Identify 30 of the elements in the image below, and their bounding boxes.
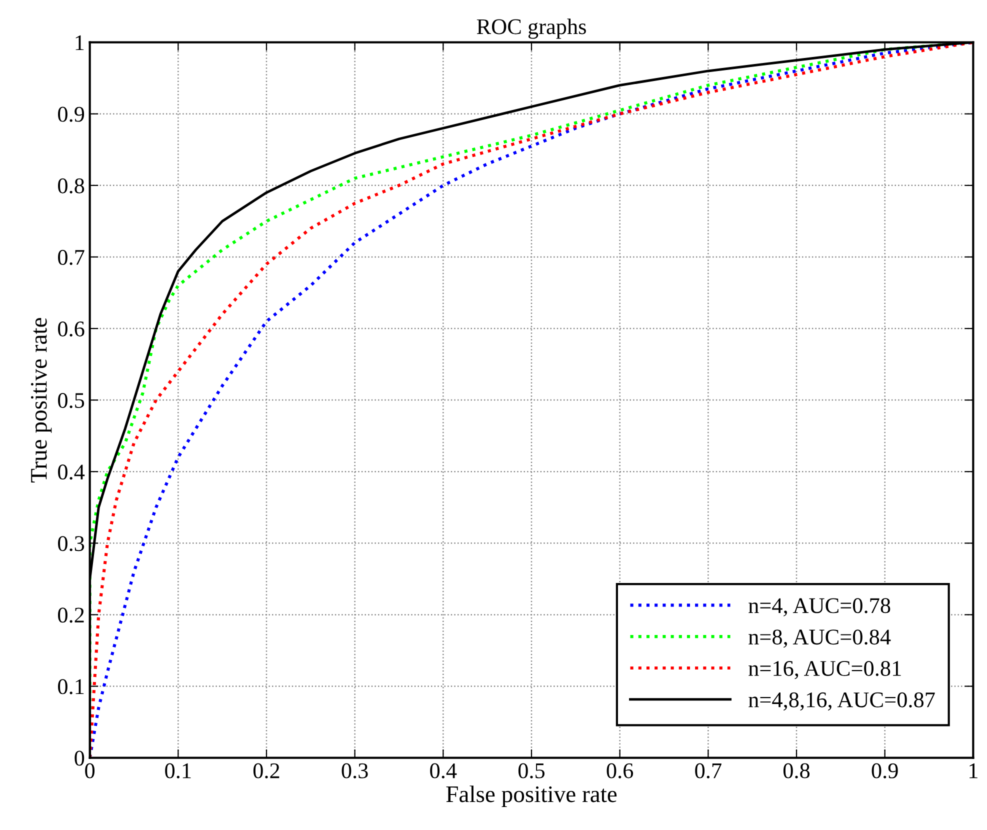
chart-title: ROC graphs bbox=[476, 18, 586, 39]
legend-label: n=4, AUC=0.78 bbox=[748, 598, 890, 616]
x-tick-label: 0.8 bbox=[783, 763, 810, 778]
y-tick-label: 0.3 bbox=[58, 536, 84, 552]
x-tick-label: 0.2 bbox=[253, 763, 280, 778]
x-tick-label: 0.6 bbox=[606, 763, 634, 778]
legend-label: n=16, AUC=0.81 bbox=[748, 660, 901, 680]
y-tick-label: 0.8 bbox=[58, 178, 84, 194]
x-tick-label: 0 bbox=[85, 763, 95, 778]
y-tick-label: 0.4 bbox=[58, 464, 85, 480]
x-tick-label: 0.7 bbox=[695, 763, 722, 778]
line-series bbox=[90, 42, 974, 758]
y-tick-label: 0.1 bbox=[58, 679, 84, 694]
y-tick-label: 0.9 bbox=[58, 106, 84, 122]
x-tick-label: 0.1 bbox=[165, 763, 191, 778]
x-tick-label: 0.3 bbox=[342, 763, 368, 778]
y-tick-label: 1 bbox=[76, 35, 84, 50]
x-tick-label: 0.9 bbox=[872, 763, 898, 778]
x-tick-label: 0.5 bbox=[518, 763, 545, 778]
x-tick-label: 1 bbox=[970, 763, 978, 778]
x-tick-label: 0.4 bbox=[430, 763, 457, 778]
y-tick-label: 0.7 bbox=[58, 250, 84, 265]
y-tick-label: 0.2 bbox=[58, 608, 84, 623]
legend-label: n=4,8,16, AUC=0.87 bbox=[748, 692, 935, 711]
y-axis-title: True positive rate bbox=[30, 318, 52, 482]
legend-label: n=8, AUC=0.84 bbox=[748, 630, 891, 648]
y-tick-label: 0 bbox=[74, 750, 84, 766]
x-axis-title: False positive rate bbox=[446, 786, 617, 807]
y-tick-label: 0.6 bbox=[58, 321, 84, 337]
y-tick-label: 0.5 bbox=[58, 392, 84, 408]
